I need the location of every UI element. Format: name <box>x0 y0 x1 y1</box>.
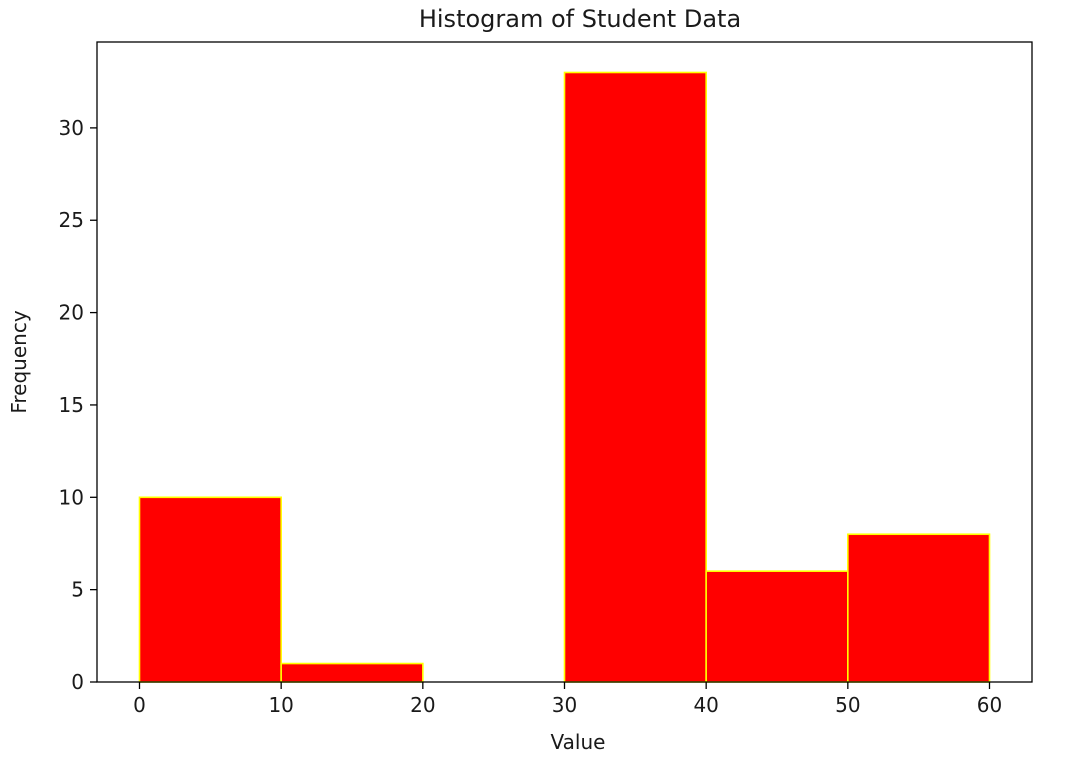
y-tick-label: 25 <box>59 208 84 232</box>
histogram-bar <box>847 533 991 683</box>
x-tick-label: 10 <box>268 693 293 717</box>
x-tick-label: 40 <box>693 693 718 717</box>
x-tick-label: 30 <box>552 693 577 717</box>
histogram-bar <box>280 662 424 683</box>
bars-group <box>138 71 991 683</box>
y-tick-label: 20 <box>59 301 84 325</box>
y-tick-label: 10 <box>59 485 84 509</box>
y-tick-label: 15 <box>59 393 84 417</box>
y-tick-label: 30 <box>59 116 84 140</box>
x-axis-ticks: 0 10 20 30 40 50 60 <box>133 682 1002 717</box>
histogram-bar <box>138 496 282 683</box>
y-axis-title: Frequency <box>7 310 31 413</box>
y-tick-label: 5 <box>71 578 84 602</box>
x-tick-label: 60 <box>977 693 1002 717</box>
y-tick-label: 0 <box>71 670 84 694</box>
histogram-bar <box>705 570 849 683</box>
chart-title: Histogram of Student Data <box>419 5 741 33</box>
y-axis-ticks: 0 5 10 15 20 25 30 <box>59 116 97 694</box>
x-tick-label: 20 <box>410 693 435 717</box>
x-axis-title: Value <box>551 730 606 754</box>
x-tick-label: 0 <box>133 693 146 717</box>
x-tick-label: 50 <box>835 693 860 717</box>
histogram-bar <box>563 71 707 683</box>
